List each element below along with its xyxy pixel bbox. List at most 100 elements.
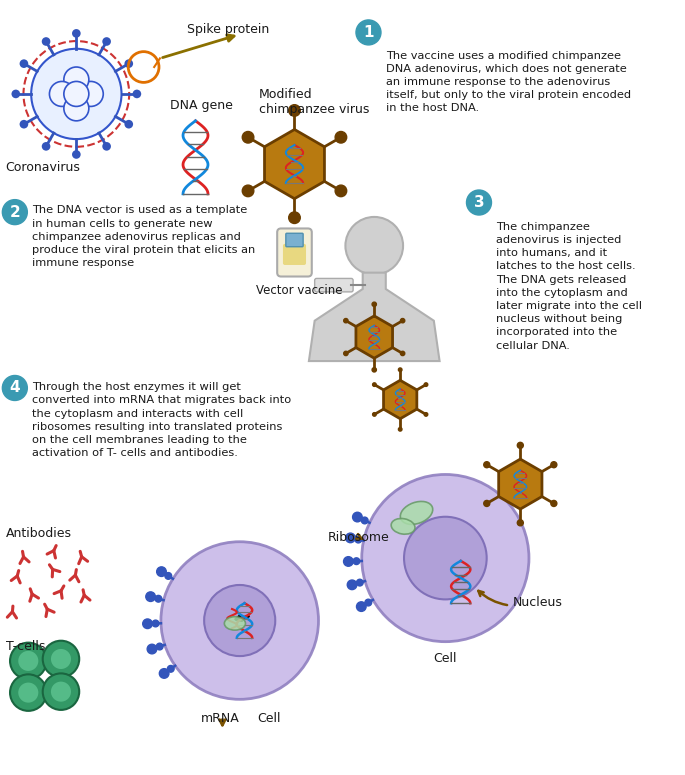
Text: The chimpanzee
adenovirus is injected
into humans, and it
latches to the host ce: The chimpanzee adenovirus is injected in… <box>497 222 643 350</box>
Text: Ribosome: Ribosome <box>328 531 390 544</box>
Circle shape <box>142 619 152 629</box>
Circle shape <box>10 642 47 679</box>
Circle shape <box>72 29 81 38</box>
Circle shape <box>72 150 81 159</box>
Circle shape <box>18 683 38 703</box>
Circle shape <box>152 620 159 627</box>
Polygon shape <box>356 316 393 358</box>
Circle shape <box>424 412 427 416</box>
Circle shape <box>51 681 71 701</box>
Circle shape <box>42 142 51 150</box>
Circle shape <box>165 573 172 579</box>
Circle shape <box>49 81 75 106</box>
Circle shape <box>362 517 368 524</box>
FancyBboxPatch shape <box>286 233 303 246</box>
Circle shape <box>424 383 427 387</box>
Circle shape <box>373 383 376 387</box>
Circle shape <box>167 666 174 672</box>
Circle shape <box>372 367 376 372</box>
Circle shape <box>204 585 275 656</box>
Circle shape <box>353 512 362 522</box>
Circle shape <box>372 302 376 306</box>
Circle shape <box>399 368 402 371</box>
Circle shape <box>64 67 89 92</box>
Text: Spike protein: Spike protein <box>187 22 269 36</box>
Circle shape <box>362 474 529 642</box>
Circle shape <box>335 132 347 143</box>
Text: 4: 4 <box>10 381 20 395</box>
Circle shape <box>242 185 254 197</box>
Text: DNA gene: DNA gene <box>170 98 232 112</box>
Circle shape <box>288 105 300 116</box>
Circle shape <box>20 120 28 129</box>
Polygon shape <box>309 273 440 361</box>
Circle shape <box>551 501 557 506</box>
Ellipse shape <box>400 501 433 525</box>
Circle shape <box>160 669 169 678</box>
Circle shape <box>18 651 38 671</box>
Circle shape <box>147 644 157 654</box>
Circle shape <box>356 579 363 586</box>
Circle shape <box>373 412 376 416</box>
Circle shape <box>161 542 319 699</box>
Circle shape <box>356 20 381 45</box>
Circle shape <box>346 533 356 542</box>
Circle shape <box>356 602 366 611</box>
Circle shape <box>10 674 47 711</box>
Circle shape <box>347 580 357 590</box>
Circle shape <box>401 351 405 356</box>
Circle shape <box>125 60 133 68</box>
Ellipse shape <box>224 617 245 630</box>
Circle shape <box>20 60 28 68</box>
Text: Modified
chimpanzee virus: Modified chimpanzee virus <box>259 88 369 116</box>
Circle shape <box>288 212 300 223</box>
Text: Vector vaccine: Vector vaccine <box>256 284 342 297</box>
Polygon shape <box>264 129 325 198</box>
Circle shape <box>102 142 111 150</box>
Text: The vaccine uses a modified chimpanzee
DNA adenovirus, which does not generate
a: The vaccine uses a modified chimpanzee D… <box>386 50 631 113</box>
Circle shape <box>344 556 353 567</box>
Text: Cell: Cell <box>434 653 457 665</box>
Circle shape <box>32 49 121 139</box>
FancyBboxPatch shape <box>283 244 306 265</box>
Circle shape <box>125 120 133 129</box>
Circle shape <box>42 673 79 710</box>
Text: 2: 2 <box>10 205 21 219</box>
Circle shape <box>399 428 402 431</box>
Circle shape <box>335 185 347 197</box>
Circle shape <box>155 595 162 602</box>
Text: 1: 1 <box>363 25 374 40</box>
Circle shape <box>64 81 89 106</box>
Circle shape <box>133 90 141 98</box>
Text: The DNA vector is used as a template
in human cells to generate new
chimpanzee a: The DNA vector is used as a template in … <box>32 205 256 268</box>
Circle shape <box>146 592 155 601</box>
FancyBboxPatch shape <box>277 229 312 277</box>
Polygon shape <box>384 381 417 418</box>
Text: T-cells: T-cells <box>6 639 46 653</box>
Circle shape <box>365 599 372 606</box>
Circle shape <box>517 520 523 525</box>
FancyBboxPatch shape <box>314 278 353 292</box>
Polygon shape <box>499 459 542 509</box>
Circle shape <box>78 81 103 106</box>
Circle shape <box>466 190 491 215</box>
Circle shape <box>51 649 71 669</box>
Circle shape <box>156 643 163 650</box>
Text: mRNA: mRNA <box>201 711 240 725</box>
Circle shape <box>345 217 403 274</box>
Circle shape <box>64 96 89 121</box>
Circle shape <box>551 462 557 468</box>
Circle shape <box>404 517 486 599</box>
Circle shape <box>353 558 360 564</box>
Circle shape <box>242 132 254 143</box>
Circle shape <box>42 37 51 46</box>
Circle shape <box>344 351 348 356</box>
Ellipse shape <box>391 518 415 534</box>
Text: Nucleus: Nucleus <box>478 591 562 609</box>
Circle shape <box>157 567 166 577</box>
Circle shape <box>401 319 405 323</box>
Circle shape <box>12 90 20 98</box>
Circle shape <box>2 200 27 225</box>
Circle shape <box>355 536 362 543</box>
Circle shape <box>2 376 27 401</box>
